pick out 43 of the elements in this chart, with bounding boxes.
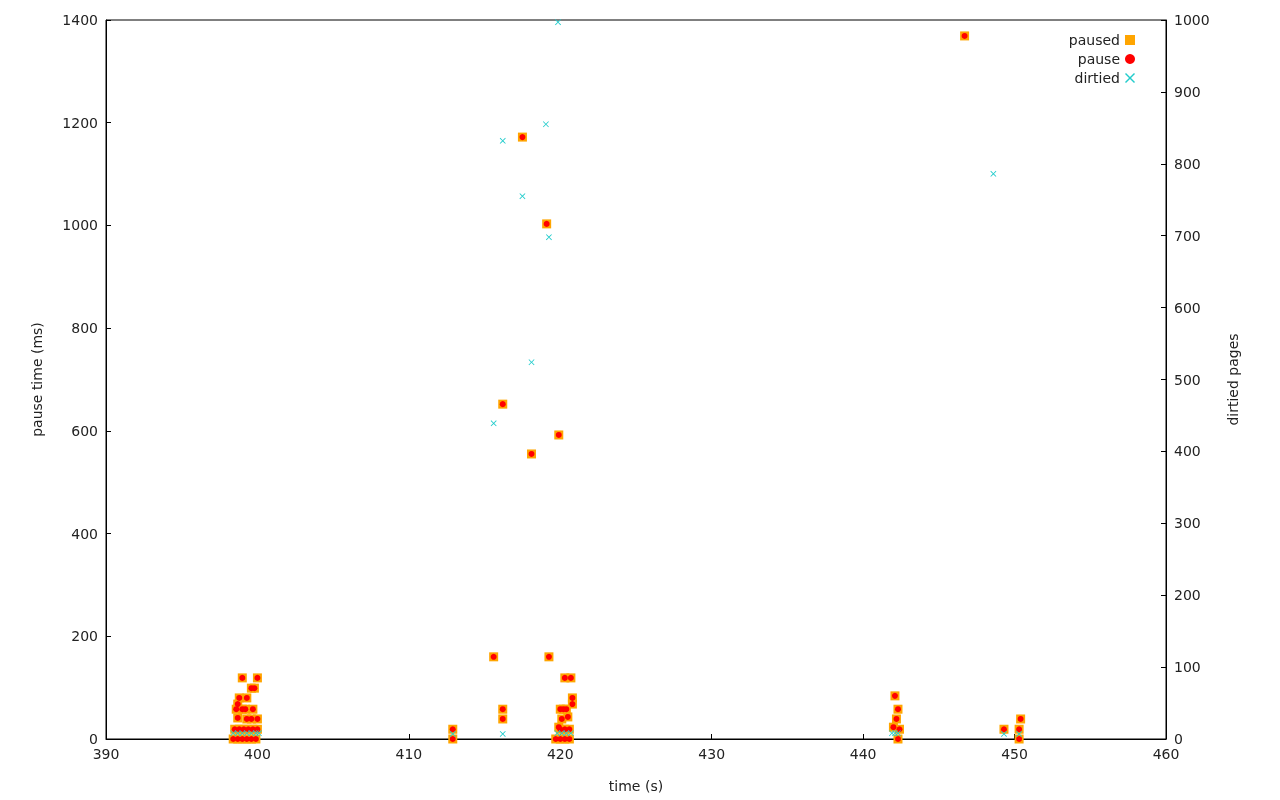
point: [558, 730, 565, 737]
x-tick-label: 420: [546, 746, 574, 762]
y-tick-label: 600: [71, 422, 98, 439]
y-tick-label: 200: [71, 628, 98, 645]
y-tick-label: 400: [71, 525, 98, 542]
point: [499, 137, 506, 144]
y-tick-label: 800: [71, 320, 98, 337]
point: [555, 19, 562, 26]
x-tick-label: 430: [698, 746, 726, 762]
y2-tick-label: 600: [1174, 299, 1201, 316]
y-tick-label: 1400: [62, 12, 98, 28]
x-tick-label: 400: [244, 746, 271, 762]
y-tick-label: 1200: [62, 114, 98, 131]
x-tick-label: 390: [92, 746, 120, 762]
point: [499, 730, 506, 737]
x-tick-label: 450: [1001, 746, 1028, 762]
y-tick-label: 0: [89, 731, 98, 747]
point: [542, 121, 549, 128]
point: [519, 193, 526, 200]
y-axis-title: pause time (ms): [29, 322, 45, 437]
y2-tick-label: 800: [1174, 155, 1201, 172]
legend-label: paused: [1068, 32, 1120, 48]
point: [545, 234, 552, 241]
point: [243, 730, 250, 737]
y2-tick-label: 500: [1174, 371, 1201, 388]
y2-tick-label: 900: [1174, 83, 1201, 100]
x-axis-title: time (s): [608, 778, 664, 794]
y2-tick-label: 1000: [1174, 12, 1210, 28]
point: [234, 730, 241, 737]
y2-tick-label: 300: [1174, 515, 1201, 532]
y-tick-label: 1000: [62, 217, 98, 234]
y2-tick-label: 200: [1174, 587, 1201, 604]
y2-tick-label: 0: [1174, 731, 1183, 747]
y2-tick-label: 700: [1174, 227, 1201, 244]
y2-axis-title: dirtied pages: [1225, 333, 1241, 426]
y2-tick-label: 100: [1174, 659, 1201, 676]
x-tick-label: 410: [395, 746, 423, 762]
point: [990, 170, 997, 177]
legend-label: pause: [1077, 51, 1120, 67]
x-tick-label: 440: [849, 746, 877, 762]
x-tick-label: 460: [1152, 746, 1180, 762]
legend-label: dirtied: [1074, 70, 1120, 86]
y2-tick-label: 400: [1174, 443, 1201, 460]
